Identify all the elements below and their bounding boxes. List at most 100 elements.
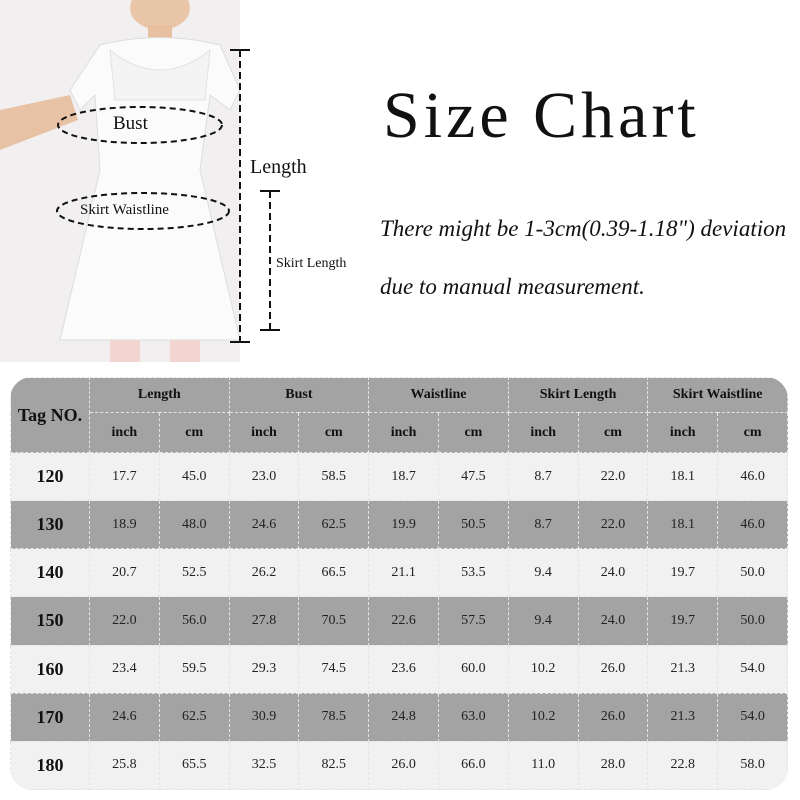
value-cell: 56.0 — [158, 596, 230, 646]
value-cell: 21.1 — [368, 548, 439, 598]
bust-label: Bust — [113, 113, 148, 134]
value-cell: 25.8 — [89, 740, 160, 790]
value-cell: 10.2 — [507, 644, 579, 694]
unit-header: cm — [298, 412, 370, 453]
value-cell: 66.5 — [298, 548, 370, 598]
value-cell: 66.0 — [437, 740, 509, 790]
value-cell: 17.7 — [89, 451, 160, 502]
measure-lines — [230, 49, 280, 343]
value-cell: 60.0 — [437, 644, 509, 694]
value-cell: 74.5 — [298, 644, 370, 694]
unit-header: cm — [158, 412, 230, 453]
value-cell: 62.5 — [298, 500, 370, 550]
table-row: 160 23.4 59.5 29.3 74.5 23.6 60.0 10.2 26.0 21.3 5… — [10, 644, 788, 694]
value-cell: 19.9 — [368, 500, 439, 550]
value-cell: 18.1 — [647, 500, 719, 550]
value-cell: 59.5 — [158, 644, 230, 694]
value-cell: 54.0 — [717, 692, 788, 742]
value-cell: 8.7 — [507, 500, 579, 550]
tag-cell: 160 — [10, 644, 90, 694]
value-cell: 22.6 — [368, 596, 439, 646]
measurement-note: There might be 1-3cm(0.39-1.18") deviati… — [380, 216, 787, 299]
value-cell: 26.0 — [577, 644, 649, 694]
value-cell: 20.7 — [89, 548, 160, 598]
skirt-waistline-label: Skirt Waistline — [80, 202, 169, 218]
unit-header: inch — [228, 412, 300, 453]
unit-header: inch — [647, 412, 719, 453]
unit-header: inch — [507, 412, 579, 453]
value-cell: 22.8 — [647, 740, 719, 790]
group-header: Bust — [228, 377, 370, 413]
value-cell: 18.7 — [368, 451, 439, 502]
tag-cell: 150 — [10, 596, 90, 646]
group-header: Skirt Length — [507, 377, 649, 413]
value-cell: 11.0 — [507, 740, 579, 790]
value-cell: 9.4 — [507, 596, 579, 646]
value-cell: 58.0 — [717, 740, 788, 790]
header-row-units: inch cm inch cm inch cm inch cm inch cm — [11, 412, 788, 453]
value-cell: 70.5 — [298, 596, 370, 646]
table-row: 140 20.7 52.5 26.2 66.5 21.1 53.5 9.4 24.0 19.7 50… — [10, 548, 788, 598]
table-row: 120 17.7 45.0 23.0 58.5 18.7 47.5 8.7 22.0 18.1 46… — [10, 451, 788, 502]
value-cell: 57.5 — [437, 596, 509, 646]
value-cell: 58.5 — [298, 451, 370, 502]
value-cell: 8.7 — [507, 451, 579, 502]
unit-header: inch — [368, 412, 439, 453]
value-cell: 32.5 — [228, 740, 300, 790]
unit-header: cm — [437, 412, 509, 453]
value-cell: 50.0 — [717, 596, 788, 646]
skirt-length-label: Skirt Length — [276, 256, 347, 271]
value-cell: 53.5 — [437, 548, 509, 598]
tag-cell: 120 — [10, 451, 90, 502]
value-cell: 46.0 — [717, 500, 788, 550]
value-cell: 21.3 — [647, 692, 719, 742]
value-cell: 10.2 — [507, 692, 579, 742]
unit-header: cm — [717, 412, 788, 453]
value-cell: 28.0 — [577, 740, 649, 790]
value-cell: 54.0 — [717, 644, 788, 694]
size-table: Tag NO. Length Bust Waistline Skirt Leng… — [10, 377, 788, 790]
value-cell: 65.5 — [158, 740, 230, 790]
page-title: Size Chart — [383, 79, 700, 152]
value-cell: 46.0 — [717, 451, 788, 502]
length-label: Length — [250, 156, 307, 178]
value-cell: 62.5 — [158, 692, 230, 742]
value-cell: 82.5 — [298, 740, 370, 790]
dress-illustration — [0, 0, 241, 362]
tag-header: Tag NO. — [10, 377, 90, 453]
value-cell: 9.4 — [507, 548, 579, 598]
value-cell: 26.0 — [368, 740, 439, 790]
value-cell: 48.0 — [158, 500, 230, 550]
value-cell: 22.0 — [577, 500, 649, 550]
value-cell: 26.2 — [228, 548, 300, 598]
unit-header: inch — [89, 412, 160, 453]
value-cell: 18.9 — [89, 500, 160, 550]
value-cell: 18.1 — [647, 451, 719, 502]
value-cell: 27.8 — [228, 596, 300, 646]
tag-cell: 130 — [10, 500, 90, 550]
value-cell: 19.7 — [647, 596, 719, 646]
value-cell: 24.0 — [577, 596, 649, 646]
value-cell: 78.5 — [298, 692, 370, 742]
value-cell: 21.3 — [647, 644, 719, 694]
value-cell: 24.6 — [228, 500, 300, 550]
value-cell: 45.0 — [158, 451, 230, 502]
value-cell: 23.0 — [228, 451, 300, 502]
value-cell: 30.9 — [228, 692, 300, 742]
value-cell: 22.0 — [577, 451, 649, 502]
table-row: 180 25.8 65.5 32.5 82.5 26.0 66.0 11.0 28.0 22.8 5… — [10, 740, 788, 790]
tag-cell: 170 — [10, 692, 90, 742]
value-cell: 24.0 — [577, 548, 649, 598]
value-cell: 19.7 — [647, 548, 719, 598]
value-cell: 52.5 — [158, 548, 230, 598]
group-header: Length — [89, 377, 230, 413]
value-cell: 50.5 — [437, 500, 509, 550]
value-cell: 47.5 — [437, 451, 509, 502]
value-cell: 24.8 — [368, 692, 439, 742]
value-cell: 22.0 — [89, 596, 160, 646]
group-header: Waistline — [368, 377, 509, 413]
value-cell: 29.3 — [228, 644, 300, 694]
table-row: 150 22.0 56.0 27.8 70.5 22.6 57.5 9.4 24.0 19.7 50… — [10, 596, 788, 646]
product-photo: Bust Skirt Waistline — [0, 0, 241, 362]
table-row: 170 24.6 62.5 30.9 78.5 24.8 63.0 10.2 26.0 21.3 5… — [10, 692, 788, 742]
